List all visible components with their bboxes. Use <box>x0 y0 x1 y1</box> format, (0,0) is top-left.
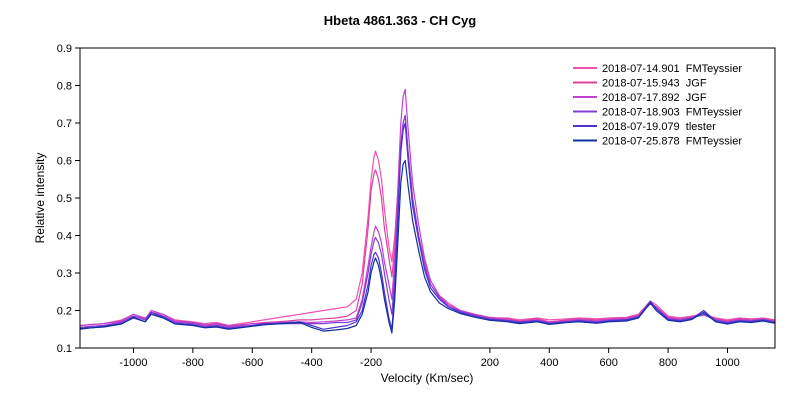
legend-label: 2018-07-14.901 FMTeyssier <box>602 63 742 75</box>
y-tick-label: 0.8 <box>57 81 72 93</box>
x-axis-title: Velocity (Km/sec) <box>381 371 474 385</box>
x-tick-label: -400 <box>301 357 323 369</box>
y-axis-title: Relative intensity <box>33 153 47 244</box>
y-tick-label: 0.3 <box>57 268 72 280</box>
y-tick-label: 0.2 <box>57 306 72 318</box>
y-tick-label: 0.9 <box>57 43 72 55</box>
x-tick-label: 1000 <box>715 357 739 369</box>
series-line-5 <box>80 122 775 330</box>
series-line-6 <box>80 159 775 334</box>
y-tick-label: 0.7 <box>57 118 72 130</box>
x-tick-label: 200 <box>481 357 499 369</box>
x-tick-label: -1000 <box>119 357 147 369</box>
y-tick-label: 0.4 <box>57 231 72 243</box>
legend-label: 2018-07-19.079 tlester <box>602 121 716 133</box>
y-tick-label: 0.5 <box>57 193 72 205</box>
y-tick-label: 0.6 <box>57 156 72 168</box>
axes: 0.1 0.2 0.3 0.4 0.5 0.6 0.7 0.8 0.9 -1000 -800 -600… <box>57 43 776 369</box>
legend-label: 2018-07-25.878 FMTeyssier <box>602 136 742 148</box>
legend-label: 2018-07-17.892 JGF <box>602 92 707 104</box>
x-tick-label: 600 <box>599 357 617 369</box>
legend: 2018-07-14.901 FMTeyssier 2018-07-15.943 … <box>573 63 742 148</box>
series-line-2 <box>80 122 775 328</box>
legend-label: 2018-07-15.943 JGF <box>602 78 707 90</box>
x-tick-label: 800 <box>659 357 677 369</box>
x-tick-label: 400 <box>540 357 558 369</box>
x-tick-label: -800 <box>182 357 204 369</box>
y-tick-label: 0.1 <box>57 343 72 355</box>
plot-area <box>80 88 775 334</box>
legend-label: 2018-07-18.903 FMTeyssier <box>602 107 742 119</box>
chart-title: Hbeta 4861.363 - CH Cyg <box>324 13 477 28</box>
x-tick-label: -200 <box>360 357 382 369</box>
x-tick-label: -600 <box>241 357 263 369</box>
